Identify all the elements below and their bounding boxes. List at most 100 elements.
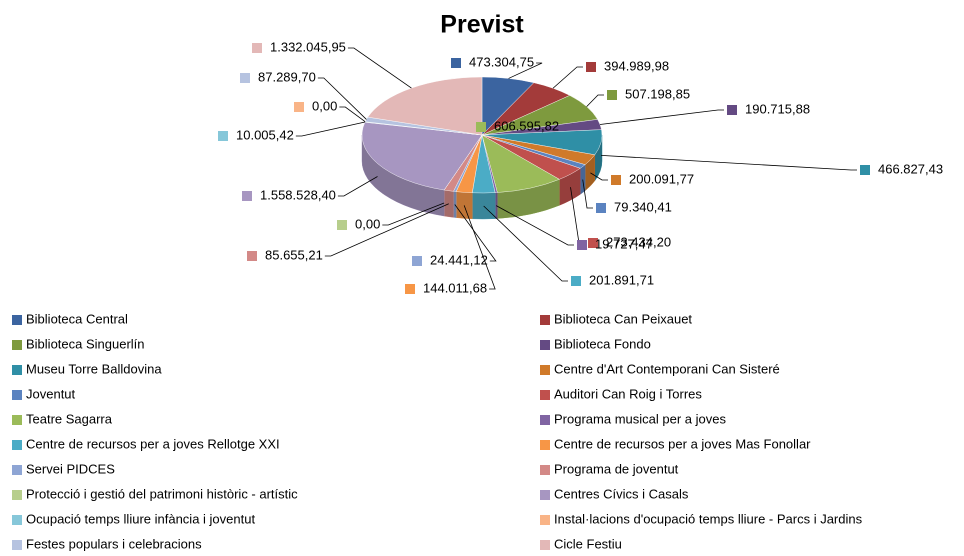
legend-swatch [540, 540, 550, 550]
label-swatch [571, 276, 581, 286]
leader-line [463, 205, 496, 290]
legend-swatch [540, 440, 550, 450]
legend-label: Biblioteca Singuerlín [26, 336, 145, 351]
legend-swatch [540, 490, 550, 500]
legend-swatch [12, 540, 22, 550]
legend-swatch [12, 440, 22, 450]
legend-swatch [540, 465, 550, 475]
leader-line [600, 155, 857, 171]
label-swatch [588, 238, 598, 248]
data-label: 144.011,68 [423, 280, 487, 295]
legend-swatch [12, 365, 22, 375]
slice-side-shade [495, 192, 498, 219]
label-swatch [611, 175, 621, 185]
leader-line [496, 205, 574, 246]
data-label: 466.827,43 [878, 161, 943, 176]
data-label: 473.304,75 [469, 54, 534, 69]
label-swatch [337, 220, 347, 230]
label-swatch [252, 43, 262, 53]
slice-side-shade [497, 179, 560, 219]
slice-side-shade [594, 135, 602, 181]
legend-swatch [12, 515, 22, 525]
legend-label: Joventut [26, 386, 76, 401]
legend-label: Servei PIDCES [26, 461, 115, 476]
legend-label: Centre de recursos per a joves Rellotge … [26, 436, 280, 451]
slice-side-shade [456, 191, 473, 219]
legend-label: Centre d'Art Contemporani Can Sisteré [554, 361, 780, 376]
label-swatch [727, 105, 737, 115]
label-swatch [586, 62, 596, 72]
legend-swatch [12, 490, 22, 500]
legend-label: Ocupació temps lliure infància i joventu… [26, 511, 255, 526]
label-swatch [294, 102, 304, 112]
leader-line [599, 109, 724, 125]
data-label: 19.727,47 [595, 236, 653, 251]
label-swatch [412, 256, 422, 266]
data-label: 24.441,12 [430, 252, 488, 267]
slice [361, 122, 483, 191]
legend-label: Biblioteca Can Peixauet [554, 311, 692, 326]
leader-line [483, 205, 568, 282]
legend-label: Festes populars i celebracions [26, 536, 202, 551]
data-label: 200.091,77 [629, 171, 694, 186]
slice-side-shade [559, 168, 581, 206]
label-swatch [240, 73, 250, 83]
legend-swatch [540, 315, 550, 325]
legend-swatch [12, 465, 22, 475]
legend-swatch [540, 340, 550, 350]
label-swatch [405, 284, 415, 294]
leader-line [586, 94, 604, 107]
legend-label: Cicle Festiu [554, 536, 622, 551]
chart-title: Previst [440, 11, 524, 39]
legend-swatch [540, 390, 550, 400]
legend-swatch [540, 515, 550, 525]
legend-label: Biblioteca Central [26, 311, 128, 326]
label-swatch [242, 191, 252, 201]
label-swatch [596, 203, 606, 213]
legend-swatch [12, 390, 22, 400]
data-label: 394.989,98 [604, 58, 669, 73]
leader-line [508, 62, 543, 79]
slice-side-shade [472, 192, 496, 219]
label-swatch [577, 240, 587, 250]
data-label: 190.715,88 [745, 101, 810, 116]
legend-swatch [12, 415, 22, 425]
label-swatch [451, 58, 461, 68]
legend-swatch [12, 315, 22, 325]
slice-side-shade [362, 135, 445, 217]
leader-line [454, 204, 497, 262]
data-label: 79.340,41 [614, 199, 672, 214]
label-swatch [247, 251, 257, 261]
slice-side-shade [585, 154, 595, 191]
legend-label: Biblioteca Fondo [554, 336, 651, 351]
data-label: 1.558.528,40 [260, 187, 336, 202]
data-label: 85.655,21 [265, 247, 323, 262]
data-label: 606.595,82 [494, 118, 559, 133]
label-swatch [476, 122, 486, 132]
data-label: 0,00 [312, 98, 337, 113]
leader-line [317, 77, 367, 120]
leader-line [590, 172, 608, 181]
data-label: 1.332.045,95 [270, 39, 346, 54]
legend-label: Instal·lacions d'ocupació temps lliure -… [554, 511, 863, 526]
legend-label: Programa de joventut [554, 461, 679, 476]
legend-label: Programa musical per a joves [554, 411, 726, 426]
data-label: 10.005,42 [236, 127, 294, 142]
legend-label: Protecció i gestió del patrimoni històri… [26, 486, 298, 501]
slice-side-shade [444, 190, 454, 218]
legend-label: Museu Torre Balldovina [26, 361, 162, 376]
data-label: 273.434,20 [606, 234, 671, 249]
legend-label: Centre de recursos per a joves Mas Fonol… [554, 436, 811, 451]
legend-swatch [540, 415, 550, 425]
leader-line [337, 176, 378, 197]
slice [367, 76, 483, 136]
slice-side-shade [453, 191, 457, 218]
label-swatch [860, 165, 870, 175]
leader-line [382, 202, 445, 226]
data-label: 0,00 [355, 216, 380, 231]
label-swatch [607, 90, 617, 100]
pie-tops [361, 76, 603, 194]
leader-line [324, 203, 449, 257]
leader-line [339, 106, 366, 123]
